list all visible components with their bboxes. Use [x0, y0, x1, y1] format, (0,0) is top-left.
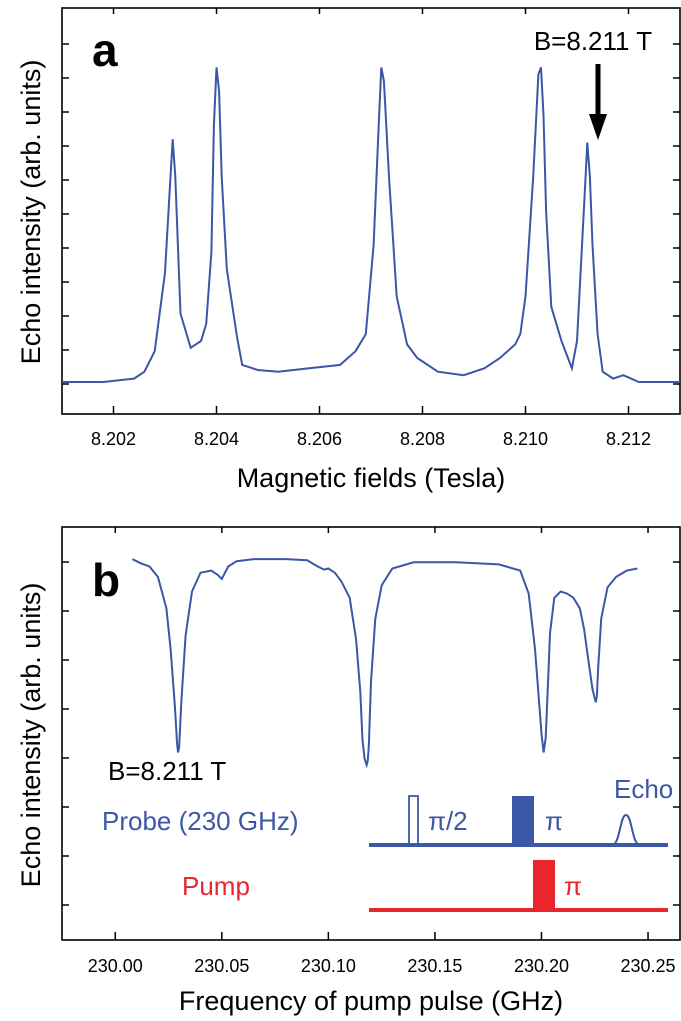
panel-b: 230.00 230.05 230.10 230.15 230.20 230.25 b E…: [16, 526, 681, 1016]
panel-a-xlabel: Magnetic fields (Tesla): [237, 463, 506, 493]
x-tick-label: 8.212: [606, 429, 651, 449]
pump-label: Pump: [182, 871, 250, 901]
arrow-icon: [589, 64, 607, 140]
x-tick-label: 230.10: [301, 956, 356, 976]
panel-b-ticks: 230.00 230.05 230.10 230.15 230.20 230.25: [62, 527, 680, 976]
panel-b-series-line: [131, 558, 638, 769]
probe-pi-half-pulse: [408, 795, 419, 845]
x-tick-label: 230.15: [407, 956, 462, 976]
panel-a-letter: a: [92, 24, 118, 76]
panel-b-letter: b: [92, 554, 120, 606]
x-tick-label: 8.208: [400, 429, 445, 449]
panel-a: 8.202 8.204 8.206 8.208 8.210 8.212 a B=8.211…: [16, 7, 681, 493]
panel-b-ylabel: Echo intensity (arb. units): [16, 583, 46, 888]
pi-half-label: π/2: [428, 806, 468, 836]
b-field-annotation: B=8.211 T: [534, 26, 652, 56]
probe-pi-label: π: [545, 806, 563, 836]
x-tick-label: 230.05: [194, 956, 249, 976]
x-tick-label: 8.210: [503, 429, 548, 449]
x-tick-label: 8.204: [194, 429, 239, 449]
echo-label: Echo: [614, 774, 673, 804]
panel-a-series-line: [62, 67, 680, 383]
pump-pi-label: π: [564, 871, 582, 901]
probe-pi-pulse: [512, 796, 534, 844]
echo-signal: [611, 813, 641, 846]
panel-a-frame: [61, 7, 681, 415]
panel-a-ticks: 8.202 8.204 8.206 8.208 8.210 8.212: [62, 8, 680, 449]
inset-b-field-label: B=8.211 T: [108, 756, 226, 786]
panel-b-frame: [61, 526, 681, 941]
panel-a-ylabel: Echo intensity (arb. units): [16, 60, 46, 365]
pump-pi-pulse: [533, 860, 555, 909]
x-tick-label: 230.25: [621, 956, 676, 976]
x-tick-label: 8.202: [91, 429, 136, 449]
x-tick-label: 8.206: [297, 429, 342, 449]
probe-label: Probe (230 GHz): [102, 806, 299, 836]
panel-b-xlabel: Frequency of pump pulse (GHz): [179, 986, 563, 1016]
x-tick-label: 230.20: [514, 956, 569, 976]
x-tick-label: 230.00: [88, 956, 143, 976]
